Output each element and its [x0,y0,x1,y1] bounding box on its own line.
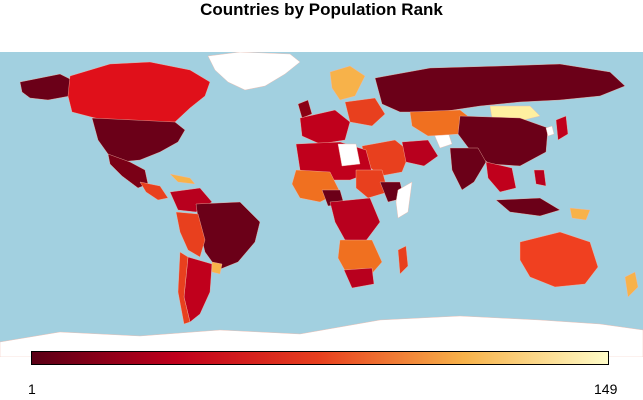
canada [67,61,211,125]
scandinavia [329,65,366,101]
eastern-europe [344,97,386,127]
map-title: Countries by Population Rank [200,0,443,19]
philippines [533,169,547,187]
australia [519,231,599,288]
indonesia [495,197,561,217]
alaska [19,73,73,101]
south-africa [343,267,375,289]
caribbean [169,173,196,185]
uk [297,99,313,119]
iran [401,139,439,167]
chile [177,251,191,325]
western-europe [299,109,351,145]
legend-max-label: 149 [594,381,618,397]
india [449,147,487,191]
somalia [395,181,413,219]
new-zealand [624,271,639,298]
sudan [355,169,389,199]
southeast-asia [485,161,517,193]
legend-min-label: 1 [28,381,36,397]
korea [545,125,555,137]
madagascar [397,245,409,275]
color-scale-gradient [32,352,608,364]
color-scale-bar [31,351,609,365]
choropleth-map [0,52,643,357]
russia [374,63,626,113]
libya [337,143,361,167]
central-america [139,181,169,201]
antarctica [0,315,643,357]
papua-new-guinea [569,207,591,221]
greenland [207,52,301,91]
peru-bolivia [175,211,206,258]
uruguay [211,261,223,275]
japan [555,115,569,141]
united-states [91,117,186,163]
